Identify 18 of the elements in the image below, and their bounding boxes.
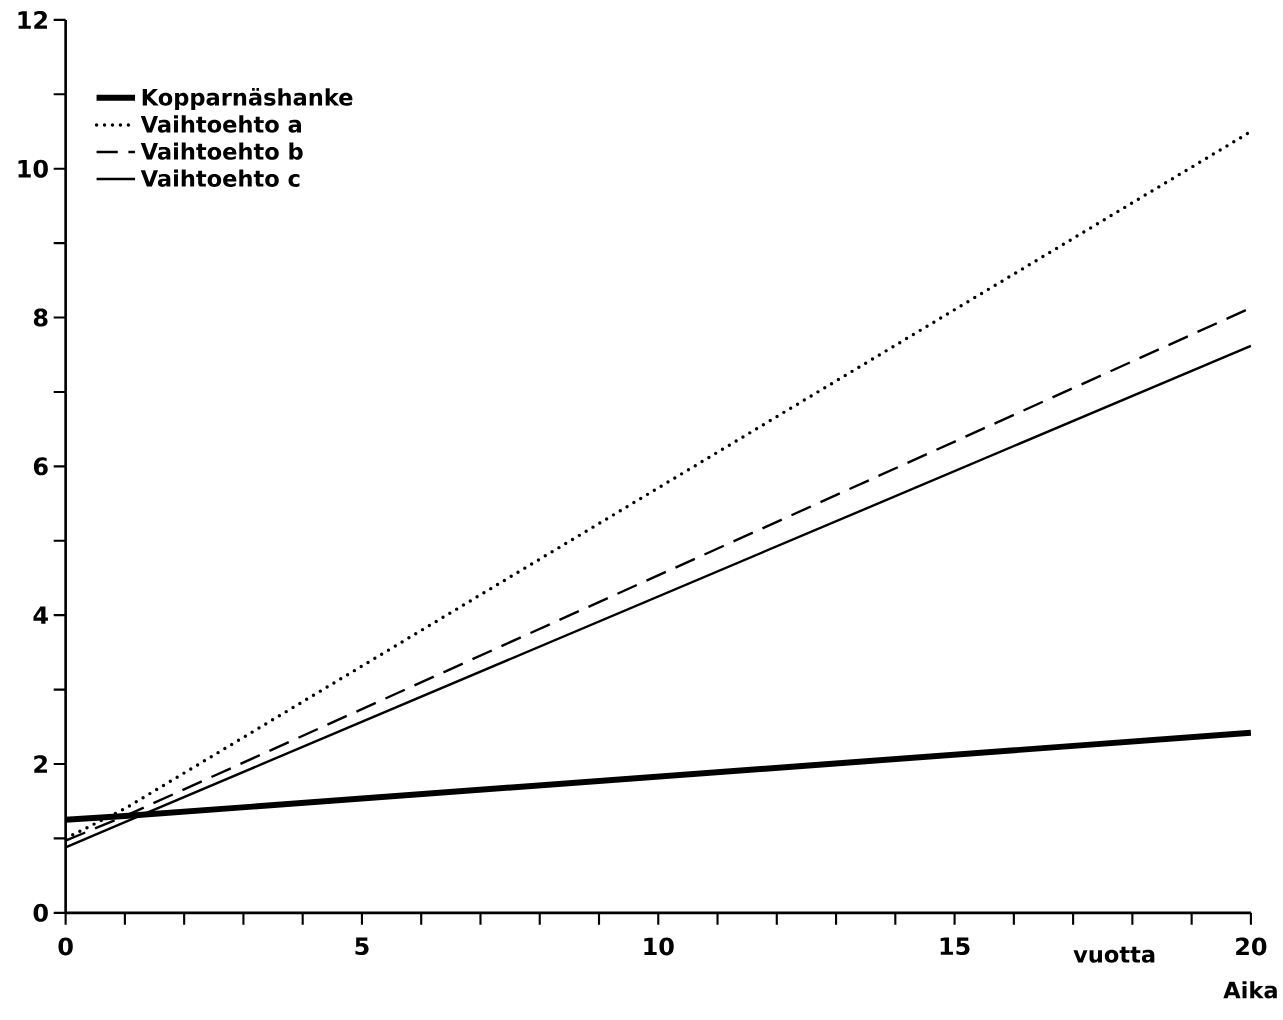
legend-label: Kopparnäshanke: [142, 87, 353, 110]
x-tick-label: 20: [1236, 937, 1267, 956]
x-axis-title: Aika: [1223, 981, 1277, 999]
y-tick-label: 10: [18, 159, 48, 178]
x-tick-label: 5: [355, 937, 369, 956]
y-tick-label: 12: [18, 10, 47, 29]
text: vuotta: [1073, 946, 1155, 963]
x-tick-label: 0: [58, 937, 73, 956]
legend-label: Vaihtoehto c: [140, 169, 300, 187]
y-tick-label: 4: [33, 606, 48, 624]
y-tick-label: 8: [33, 308, 48, 327]
x-tick-label: 10: [644, 937, 674, 956]
legend-label: Vaihtoehto b: [140, 142, 303, 160]
x-tick-label: 15: [940, 937, 970, 956]
y-tick-label: 0: [33, 903, 48, 922]
y-tick-label: 6: [33, 457, 48, 476]
y-tick-label: 2: [34, 755, 47, 773]
legend-label: Vaihtoehto a: [140, 115, 301, 133]
